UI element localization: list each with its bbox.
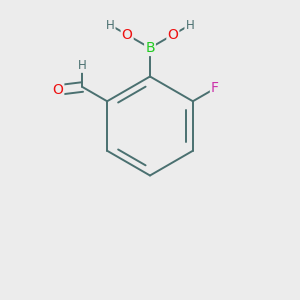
Text: O: O bbox=[122, 28, 133, 42]
Text: B: B bbox=[145, 41, 155, 55]
Text: H: H bbox=[78, 59, 87, 72]
Text: O: O bbox=[167, 28, 178, 42]
Text: H: H bbox=[106, 19, 115, 32]
Text: F: F bbox=[211, 82, 219, 95]
Text: H: H bbox=[185, 19, 194, 32]
Text: O: O bbox=[52, 83, 63, 97]
